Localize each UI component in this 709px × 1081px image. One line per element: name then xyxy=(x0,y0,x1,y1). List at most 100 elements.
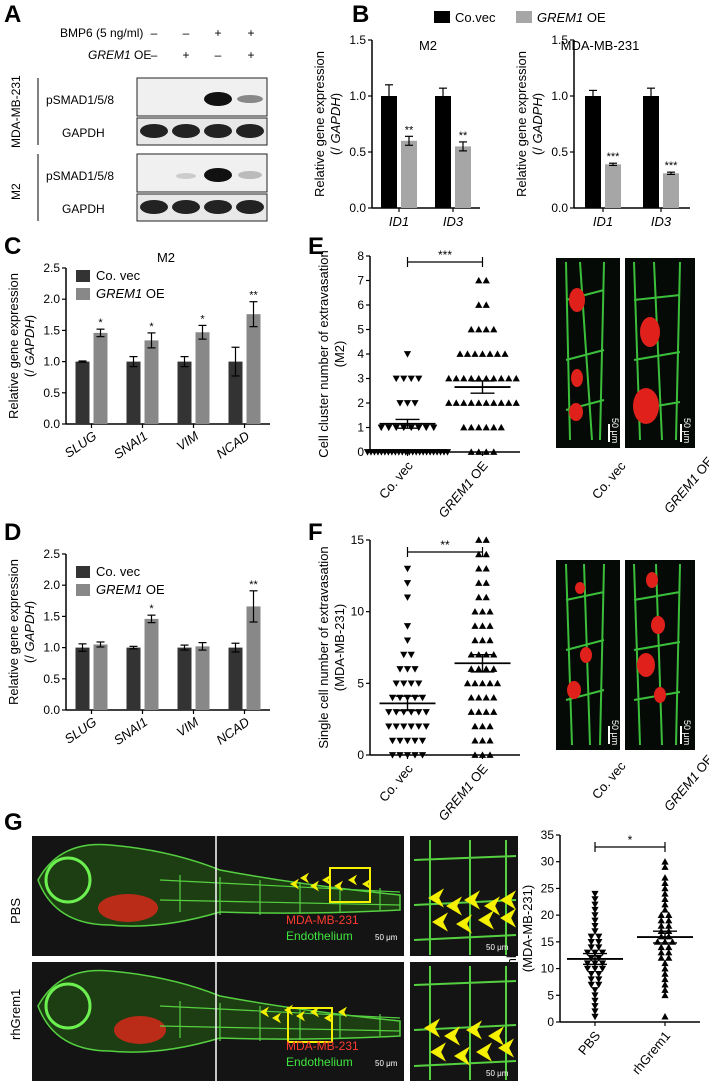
y-tick-label: 2.5 xyxy=(43,261,60,275)
data-point xyxy=(501,350,509,357)
tumor-mass xyxy=(98,894,158,922)
data-point xyxy=(512,399,520,406)
data-point xyxy=(583,965,592,973)
bar xyxy=(75,361,90,424)
sign: – xyxy=(183,26,190,40)
data-point xyxy=(497,374,505,382)
y-tick-label: 1.0 xyxy=(551,89,568,103)
data-point xyxy=(388,737,397,745)
zebrafish-eye xyxy=(44,856,92,904)
y-axis-label: Relative gene expression(/ GAPDH) xyxy=(6,559,37,705)
tumor-cell xyxy=(651,616,665,634)
y-tick-label: 1.5 xyxy=(551,33,568,47)
data-point xyxy=(490,694,498,701)
band xyxy=(176,173,196,179)
data-point xyxy=(482,694,490,701)
scale-label: 50 μm xyxy=(682,418,692,443)
data-point xyxy=(445,399,453,406)
data-point xyxy=(665,954,673,961)
sign: + xyxy=(214,26,221,40)
y-tick-label: 3 xyxy=(357,372,364,386)
band xyxy=(172,124,200,138)
data-point xyxy=(482,448,490,455)
band xyxy=(140,200,168,214)
arrowhead-icon xyxy=(464,890,480,910)
data-point xyxy=(657,911,665,919)
data-point xyxy=(591,901,599,909)
data-point xyxy=(591,917,599,925)
data-point xyxy=(598,960,607,967)
data-point xyxy=(493,679,502,687)
data-point xyxy=(392,375,400,383)
data-point xyxy=(661,991,669,999)
data-point xyxy=(587,933,595,941)
data-point xyxy=(661,970,669,977)
data-point xyxy=(471,622,479,629)
band xyxy=(140,124,168,138)
y-tick-label: 4 xyxy=(357,347,364,361)
scale-label: 50 μm xyxy=(610,418,620,443)
data-point xyxy=(385,424,393,432)
arrowhead-icon xyxy=(322,874,331,886)
legend-label-grem: GREM1 OE xyxy=(537,10,606,25)
scale-label: 50 μm xyxy=(375,1059,398,1068)
significance-mark: * xyxy=(98,317,103,329)
data-point xyxy=(467,665,475,672)
data-point xyxy=(452,374,460,382)
arrowheads xyxy=(260,872,516,1066)
y-tick-label: 2.0 xyxy=(43,578,60,592)
data-point xyxy=(591,890,599,898)
y-axis-label: Relative gene expression(/ GAPDH) xyxy=(312,51,343,197)
chart-d: 0.0 0.5 1.0 1.5 2.0 2.5 Relative gene expressi… xyxy=(6,547,270,748)
data-point xyxy=(661,890,669,897)
data-point xyxy=(661,863,669,870)
data-point xyxy=(407,723,415,730)
data-point xyxy=(475,399,483,406)
data-point xyxy=(385,723,393,730)
chart-title: M2 xyxy=(157,250,175,265)
significance-mark: ** xyxy=(249,579,258,591)
y-tick-label: 25 xyxy=(541,881,555,895)
y-tick-label: 8 xyxy=(357,249,364,263)
sign: + xyxy=(247,48,254,62)
data-point xyxy=(422,709,430,716)
arrowhead-icon xyxy=(290,878,299,890)
data-point xyxy=(661,964,669,972)
chart-b-m2: 0.0 0.5 1.0 1.5 M2 Relative gene expression(/… xyxy=(312,33,480,229)
label-mda: MDA-MB-231 xyxy=(286,913,359,927)
arrowhead-icon xyxy=(456,914,472,934)
x-tick-label: SLUG xyxy=(62,714,100,747)
tumor-mass xyxy=(114,1016,166,1044)
arrowhead-icon xyxy=(296,1010,305,1022)
chart-c: 0.0 0.5 1.0 1.5 2.0 2.5 M2 Relative gene expres… xyxy=(6,250,270,462)
arrowhead-icon xyxy=(500,908,516,928)
data-point xyxy=(657,948,665,956)
bar xyxy=(177,361,192,424)
legend-label-covec: Co.vec xyxy=(455,10,496,25)
y-tick-label: 0.0 xyxy=(43,703,60,717)
data-point xyxy=(665,943,673,951)
arrowhead-icon xyxy=(260,1006,269,1018)
data-point xyxy=(463,679,472,687)
data-point xyxy=(463,350,472,357)
y-tick-label: 6 xyxy=(357,298,364,312)
data-point xyxy=(665,922,673,929)
arrowhead-icon xyxy=(454,1046,470,1066)
data-point xyxy=(475,565,483,572)
y-tick-label: 20 xyxy=(541,908,555,922)
data-point xyxy=(411,400,419,407)
data-point xyxy=(471,636,479,644)
y-tick-label: 2.0 xyxy=(43,292,60,306)
data-point xyxy=(497,423,505,431)
img-label-grem: GREM1 OE xyxy=(661,453,709,515)
y-tick-label: 1.0 xyxy=(43,641,60,655)
blot-label: pSMAD1/5/8 xyxy=(46,169,114,183)
panel-letter-C: C xyxy=(4,233,21,260)
label-endo: Endothelium xyxy=(286,929,353,943)
data-point xyxy=(591,912,599,919)
chart-e: 0 1 2 3 4 5 6 7 8 Cell cluster number of extravas… xyxy=(316,248,520,521)
data-point xyxy=(478,608,487,615)
data-point xyxy=(475,579,483,586)
data-point xyxy=(418,737,427,745)
